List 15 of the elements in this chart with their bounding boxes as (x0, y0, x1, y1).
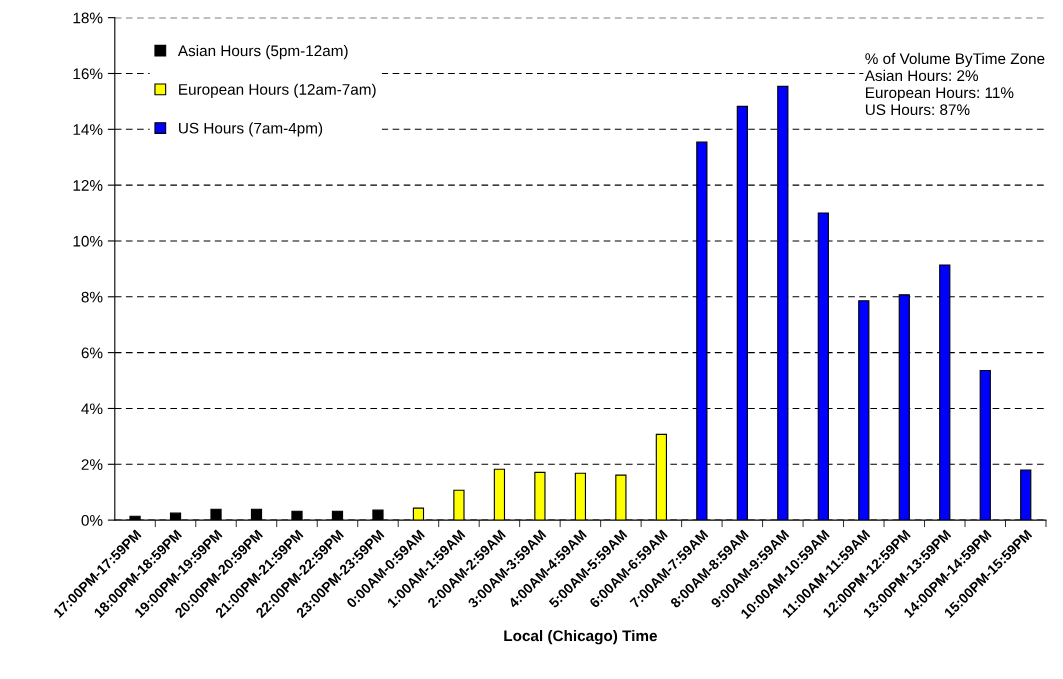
legend-label: European Hours (12am-7am) (179, 83, 376, 98)
y-tick-label: 2% (81, 459, 103, 470)
y-tick-label: 0% (81, 514, 103, 526)
y-tick-label: 10% (73, 235, 103, 247)
y-tick-label: 12% (73, 180, 103, 191)
legend-label: US Hours (7am-4pm) (179, 122, 323, 137)
y-tick-label: 16% (73, 68, 103, 80)
x-axis-title: Local (Chicago) Time (504, 629, 657, 645)
legend-label: Asian Hours (5pm-12am) (177, 44, 348, 60)
y-tick-label: 4% (81, 403, 103, 415)
annotation: % of Volume ByTime Zone Asian Hours: 2% European Hours: 11% US Hours: 87% (864, 52, 1045, 116)
y-tick-label: 6% (81, 347, 103, 359)
y-tick-label: 14% (73, 124, 103, 135)
y-tick-label: 18% (73, 12, 103, 24)
y-tick-label: 8% (81, 291, 103, 303)
